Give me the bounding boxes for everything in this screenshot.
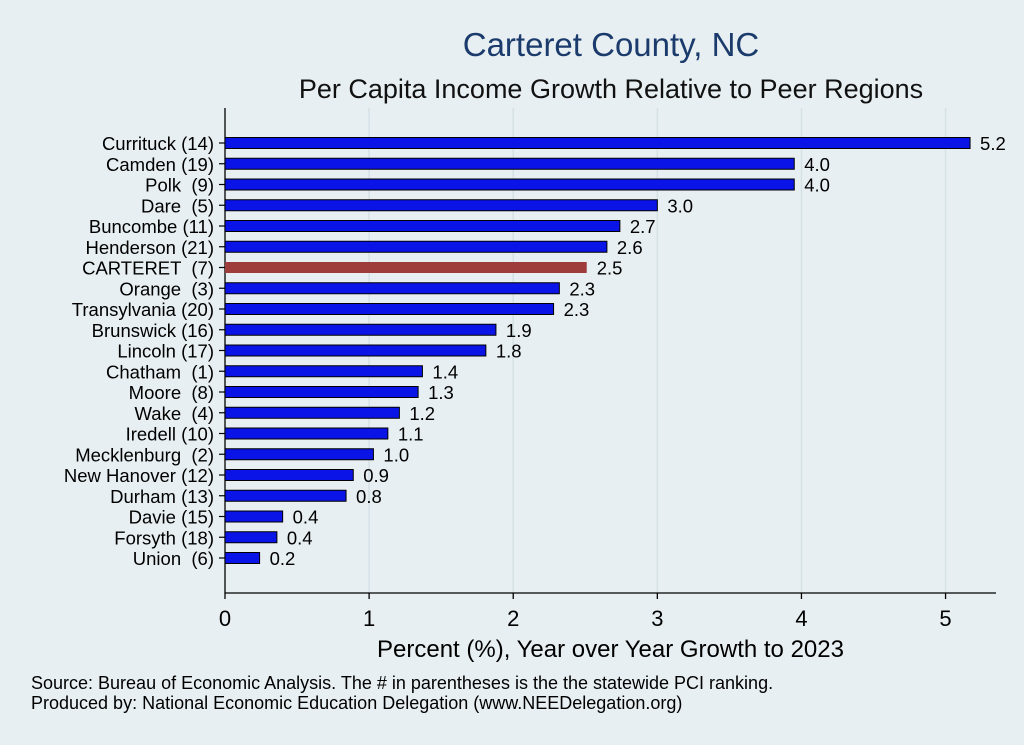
bar bbox=[224, 178, 795, 191]
data-label: 0.8 bbox=[356, 486, 382, 507]
chart-subtitle: Per Capita Income Growth Relative to Pee… bbox=[298, 74, 924, 104]
category-label: Brunswick (16) bbox=[92, 320, 214, 341]
bar bbox=[224, 427, 389, 440]
category-label: Chatham (1) bbox=[106, 361, 214, 382]
category-label: Orange (3) bbox=[119, 278, 214, 299]
category-label: Camden (19) bbox=[106, 154, 214, 175]
data-label: 0.4 bbox=[287, 527, 313, 548]
bar bbox=[224, 199, 658, 212]
data-label: 4.0 bbox=[804, 175, 830, 196]
bar bbox=[224, 386, 419, 398]
bar bbox=[224, 323, 497, 336]
data-label: 1.9 bbox=[506, 320, 532, 341]
bar bbox=[224, 489, 347, 502]
category-label: Buncombe (11) bbox=[89, 216, 214, 237]
data-label: 1.3 bbox=[428, 382, 454, 403]
category-label: Davie (15) bbox=[129, 507, 214, 528]
data-label: 1.2 bbox=[409, 403, 435, 424]
data-label: 2.6 bbox=[617, 237, 643, 258]
category-label: Transylvania (20) bbox=[72, 299, 214, 320]
bar bbox=[224, 157, 795, 170]
category-label: Union (6) bbox=[133, 548, 214, 569]
bar bbox=[224, 448, 374, 461]
category-label: Mecklenburg (2) bbox=[75, 444, 214, 465]
data-label: 1.8 bbox=[496, 341, 522, 362]
category-label: Currituck (14) bbox=[102, 133, 214, 154]
category-label: Polk (9) bbox=[145, 175, 214, 196]
data-label: 1.1 bbox=[398, 424, 424, 445]
bar bbox=[224, 406, 400, 419]
data-label: 2.7 bbox=[630, 216, 656, 237]
category-label: Durham (13) bbox=[110, 486, 214, 507]
category-label: Iredell (10) bbox=[126, 424, 214, 445]
bar bbox=[224, 220, 621, 232]
bar bbox=[224, 510, 284, 523]
bar bbox=[224, 344, 487, 357]
data-label: 2.3 bbox=[564, 299, 590, 320]
source-note: Source: Bureau of Economic Analysis. The… bbox=[31, 673, 774, 693]
bar bbox=[224, 240, 608, 253]
data-label: 3.0 bbox=[667, 195, 693, 216]
x-tick-label: 0 bbox=[219, 606, 231, 631]
bar bbox=[224, 469, 354, 481]
x-tick-label: 4 bbox=[795, 606, 807, 631]
data-label: 4.0 bbox=[804, 154, 830, 175]
data-label: 0.2 bbox=[270, 548, 296, 569]
data-label: 2.5 bbox=[597, 258, 623, 279]
category-label: Moore (8) bbox=[129, 382, 214, 403]
bar bbox=[224, 137, 971, 149]
x-tick-label: 1 bbox=[363, 606, 375, 631]
category-label: Dare (5) bbox=[141, 195, 214, 216]
data-label: 1.4 bbox=[432, 361, 458, 382]
data-label: 1.0 bbox=[383, 444, 409, 465]
data-label: 0.4 bbox=[293, 507, 319, 528]
category-label: New Hanover (12) bbox=[64, 465, 214, 486]
bar bbox=[225, 262, 587, 273]
category-label: CARTERET (7) bbox=[82, 258, 214, 279]
bar bbox=[224, 303, 555, 315]
bar bbox=[224, 531, 278, 544]
producer-note: Produced by: National Economic Education… bbox=[31, 693, 683, 713]
x-tick-label: 2 bbox=[507, 606, 519, 631]
x-tick-label: 3 bbox=[651, 606, 663, 631]
category-label: Henderson (21) bbox=[85, 237, 214, 258]
category-label: Lincoln (17) bbox=[117, 341, 214, 362]
chart-title: Carteret County, NC bbox=[462, 26, 760, 63]
data-label: 5.2 bbox=[980, 133, 1006, 154]
data-label: 2.3 bbox=[569, 278, 595, 299]
bar bbox=[224, 552, 261, 564]
bar bbox=[224, 282, 560, 295]
data-label: 0.9 bbox=[363, 465, 389, 486]
category-label: Wake (4) bbox=[135, 403, 215, 424]
x-axis-title: Percent (%), Year over Year Growth to 20… bbox=[377, 636, 844, 663]
category-label: Forsyth (18) bbox=[114, 527, 214, 548]
x-tick-label: 5 bbox=[939, 606, 951, 631]
bar bbox=[224, 365, 423, 378]
